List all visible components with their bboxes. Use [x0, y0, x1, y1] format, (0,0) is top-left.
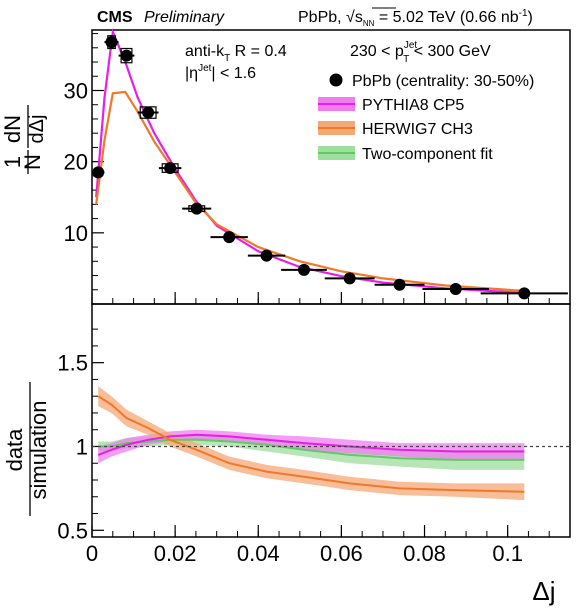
data-point — [247, 249, 286, 262]
data-point — [118, 47, 135, 64]
data-point-marker — [120, 49, 133, 62]
top-plot-area — [92, 27, 568, 300]
legend-item-pythia: PYTHIA8 CP5 — [318, 97, 464, 114]
top-ylabel-ddj: dΔj — [26, 115, 48, 144]
svg-text:PbPb, √sNN = 5.02 TeV (0.66 nb: PbPb, √sNN = 5.02 TeV (0.66 nb-1) — [298, 8, 533, 28]
dataset-prefix: PbPb, √ — [298, 9, 355, 26]
dataset-energy: = 5.02 TeV (0.66 nb — [374, 9, 518, 26]
data-point-marker — [449, 283, 462, 296]
data-point — [324, 272, 375, 285]
bottom-ylabel: data simulation — [2, 382, 51, 516]
bottom-plot-area — [92, 386, 570, 501]
fit-ratio-line — [98, 438, 525, 461]
herwig-ratio-line — [97, 395, 525, 493]
dataset-label: PbPb, √sNN = 5.02 TeV (0.66 nb-1) — [298, 7, 533, 28]
top-ylabel: 1 N dN dΔj — [0, 105, 48, 174]
cms-label: CMS — [97, 9, 133, 26]
legend-label-pythia: PYTHIA8 CP5 — [362, 97, 464, 114]
legend-item-data: PbPb (centrality: 30-50%) — [329, 73, 534, 90]
sqrt-s-sub: NN — [363, 19, 375, 28]
data-point-marker — [105, 36, 118, 49]
data-point-marker — [297, 263, 310, 276]
lumi-exp: -1 — [519, 8, 528, 19]
top-panel-frame — [91, 29, 571, 305]
top-ytick-label: 10 — [64, 221, 88, 246]
x-axis-label: Δj — [532, 576, 555, 606]
bottom-xtick-label: 0.1 — [492, 541, 523, 566]
data-point — [281, 263, 327, 276]
sqrt-s: s — [355, 9, 363, 26]
data-point-marker — [164, 162, 177, 175]
top-axes: 10 20 30 — [64, 33, 550, 304]
legend: PbPb (centrality: 30-50%) PYTHIA8 CP5 HE… — [318, 73, 534, 163]
data-point-marker — [92, 166, 105, 179]
legend-label-fit: Two-component fit — [362, 146, 493, 163]
legend-label-data: PbPb (centrality: 30-50%) — [352, 73, 534, 90]
preliminary-label: Preliminary — [144, 9, 225, 26]
legend-label-herwig: HERWIG7 CH3 — [362, 121, 473, 138]
bottom-ytick-label: 1 — [76, 434, 88, 459]
bottom-xtick-label: 0 — [86, 541, 98, 566]
bottom-axes: 0.5 1 1.5 0 0.02 0.04 0.06 0.08 0.1 — [57, 328, 550, 566]
data-point — [182, 202, 212, 215]
top-ylabel-n: N — [20, 154, 45, 170]
data-point — [422, 283, 489, 296]
data-point-marker — [260, 249, 273, 262]
data-point-marker — [518, 287, 531, 300]
data-point-marker — [223, 231, 236, 244]
data-point — [137, 106, 159, 119]
pt-range-label: 230 < pJet T < 300 GeV — [350, 40, 491, 65]
top-ytick-label: 20 — [64, 150, 88, 175]
bottom-xtick-label: 0.04 — [237, 541, 280, 566]
bottom-xtick-label: 0.06 — [320, 541, 363, 566]
bottom-ylabel-simulation: simulation — [26, 400, 51, 499]
pythia-ratio-line — [97, 433, 525, 456]
pythia-ratio-band — [98, 429, 525, 464]
bottom-ylabel-data: data — [2, 428, 27, 472]
data-point-marker — [393, 278, 406, 291]
top-ylabel-one: 1 — [0, 156, 25, 168]
legend-marker-data — [329, 73, 343, 87]
bottom-panel-frame — [91, 303, 571, 538]
lumi-close: ) — [528, 9, 533, 26]
fit-ratio-band — [98, 434, 525, 470]
data-point — [374, 278, 425, 291]
data-point — [104, 35, 119, 50]
data-point — [210, 231, 248, 244]
data-point — [158, 162, 182, 175]
legend-item-herwig: HERWIG7 CH3 — [318, 121, 473, 138]
data-point — [480, 287, 568, 300]
top-ylabel-dn: dN — [0, 115, 25, 143]
bottom-xtick-label: 0.08 — [403, 541, 446, 566]
data-point-marker — [343, 272, 356, 285]
bottom-ytick-label: 1.5 — [57, 351, 88, 376]
data-point — [92, 166, 105, 179]
top-ytick-label: 30 — [64, 78, 88, 103]
legend-item-fit: Two-component fit — [318, 146, 493, 163]
eta-cut-label: |ηJet| < 1.6 — [185, 63, 256, 82]
bottom-ytick-label: 0.5 — [57, 518, 88, 543]
jet-algo-label: anti-kT R = 0.4 — [185, 43, 287, 64]
data-point-marker — [142, 106, 155, 119]
bottom-xtick-label: 0.02 — [154, 541, 197, 566]
data-point-marker — [190, 202, 203, 215]
